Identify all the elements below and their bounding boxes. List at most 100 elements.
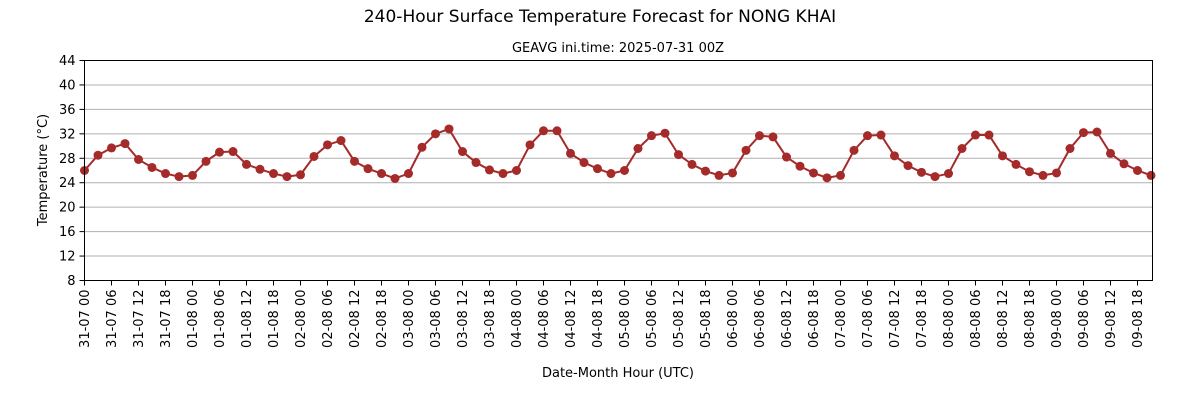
- data-point: [1011, 159, 1021, 169]
- x-tick-label: 02-08 12: [348, 290, 363, 348]
- x-tick-label: 31-07 18: [159, 290, 174, 348]
- x-tick-label: 09-08 18: [1131, 290, 1146, 348]
- data-point: [323, 140, 332, 150]
- data-point: [188, 170, 197, 180]
- x-tick-label: 07-08 12: [888, 290, 903, 348]
- y-tick-label: 24: [59, 176, 76, 191]
- data-point: [620, 166, 629, 175]
- x-tick-label: 31-07 00: [78, 290, 93, 348]
- x-tick-label: 09-08 12: [1104, 290, 1119, 348]
- data-point: [228, 147, 238, 157]
- x-tick-label: 07-08 18: [915, 290, 930, 348]
- data-point: [674, 150, 683, 160]
- data-point: [269, 169, 278, 179]
- x-axis-label: Date-Month Hour (UTC): [542, 366, 694, 381]
- data-point: [1119, 159, 1129, 169]
- data-point: [971, 130, 980, 140]
- y-tick-label: 40: [59, 78, 76, 93]
- y-tick-label: 32: [59, 127, 76, 142]
- data-point: [768, 132, 778, 142]
- x-tick-label: 01-08 12: [240, 290, 255, 348]
- x-tick-label: 08-08 12: [996, 290, 1011, 348]
- x-tick-label: 09-08 06: [1077, 290, 1092, 348]
- x-tick-label: 04-08 00: [510, 290, 525, 348]
- data-point: [890, 151, 899, 161]
- data-point: [147, 162, 157, 172]
- grid-lines: [84, 84, 1153, 257]
- x-tick-label: 05-08 00: [618, 290, 633, 348]
- data-point: [701, 166, 710, 176]
- data-point: [1025, 167, 1034, 177]
- data-point: [782, 152, 791, 162]
- data-point: [1079, 128, 1088, 138]
- data-point: [309, 151, 319, 161]
- data-point: [903, 161, 913, 171]
- data-point: [822, 173, 832, 183]
- y-tick-label: 44: [59, 54, 76, 69]
- data-point: [957, 144, 967, 153]
- data-point: [363, 164, 373, 174]
- data-point: [755, 131, 764, 141]
- data-point: [647, 131, 656, 141]
- x-tick-label: 03-08 12: [456, 290, 471, 348]
- y-tick-label: 20: [59, 201, 76, 216]
- data-point: [728, 168, 737, 178]
- data-point: [836, 170, 845, 180]
- x-tick-label: 01-08 18: [267, 290, 282, 348]
- data-point: [525, 140, 535, 150]
- x-tick-label: 09-08 00: [1050, 290, 1065, 348]
- data-point: [998, 151, 1007, 161]
- data-point: [687, 159, 697, 169]
- x-tick-label: 06-08 12: [780, 290, 795, 348]
- y-tick-label: 36: [59, 103, 76, 118]
- x-tick-label: 06-08 00: [726, 290, 741, 348]
- data-point: [296, 170, 305, 180]
- x-tick-label: 02-08 00: [294, 290, 309, 348]
- x-tick-label: 08-08 00: [942, 290, 957, 348]
- x-tick-label: 07-08 00: [834, 290, 849, 348]
- x-tick-label: 08-08 06: [969, 290, 984, 348]
- data-point: [944, 169, 953, 179]
- x-tick-label: 02-08 18: [375, 290, 390, 348]
- data-point: [917, 167, 926, 177]
- y-tick-label: 8: [67, 274, 75, 289]
- temperature-points: [80, 124, 1156, 183]
- data-point: [282, 172, 292, 182]
- data-point: [566, 148, 575, 158]
- data-point: [471, 158, 481, 168]
- x-tick-label: 06-08 18: [807, 290, 822, 348]
- x-tick-label: 04-08 18: [591, 290, 606, 348]
- data-point: [120, 139, 130, 149]
- x-tick-label: 03-08 18: [483, 290, 498, 348]
- data-point: [336, 136, 346, 146]
- x-tick-label: 03-08 00: [402, 290, 417, 348]
- data-point: [1106, 148, 1115, 158]
- data-point: [1092, 127, 1102, 137]
- data-point: [984, 130, 994, 140]
- x-tick-label: 31-07 06: [105, 290, 120, 348]
- data-point: [431, 129, 440, 139]
- data-point: [1133, 166, 1142, 175]
- data-point: [390, 173, 400, 183]
- x-tick-label: 06-08 06: [753, 290, 768, 348]
- chart-subtitle: GEAVG ini.time: 2025-07-31 00Z: [512, 41, 724, 56]
- x-tick-label: 04-08 06: [537, 290, 552, 348]
- data-point: [242, 159, 251, 169]
- data-point: [1146, 170, 1156, 180]
- y-axis-ticks: 8 12 16 20 24 28 32 36 40 44: [59, 54, 85, 289]
- chart-title: 240-Hour Surface Temperature Forecast fo…: [364, 7, 836, 27]
- y-tick-label: 28: [59, 152, 76, 167]
- data-point: [1052, 168, 1061, 178]
- data-point: [633, 144, 643, 153]
- data-point: [795, 161, 805, 171]
- data-point: [863, 131, 872, 141]
- data-point: [174, 172, 184, 182]
- data-point: [579, 158, 589, 168]
- data-point: [660, 128, 670, 138]
- y-tick-label: 16: [59, 225, 76, 240]
- plot-frame: [84, 60, 1153, 281]
- data-point: [849, 145, 859, 155]
- data-point: [485, 165, 494, 175]
- data-point: [458, 147, 467, 157]
